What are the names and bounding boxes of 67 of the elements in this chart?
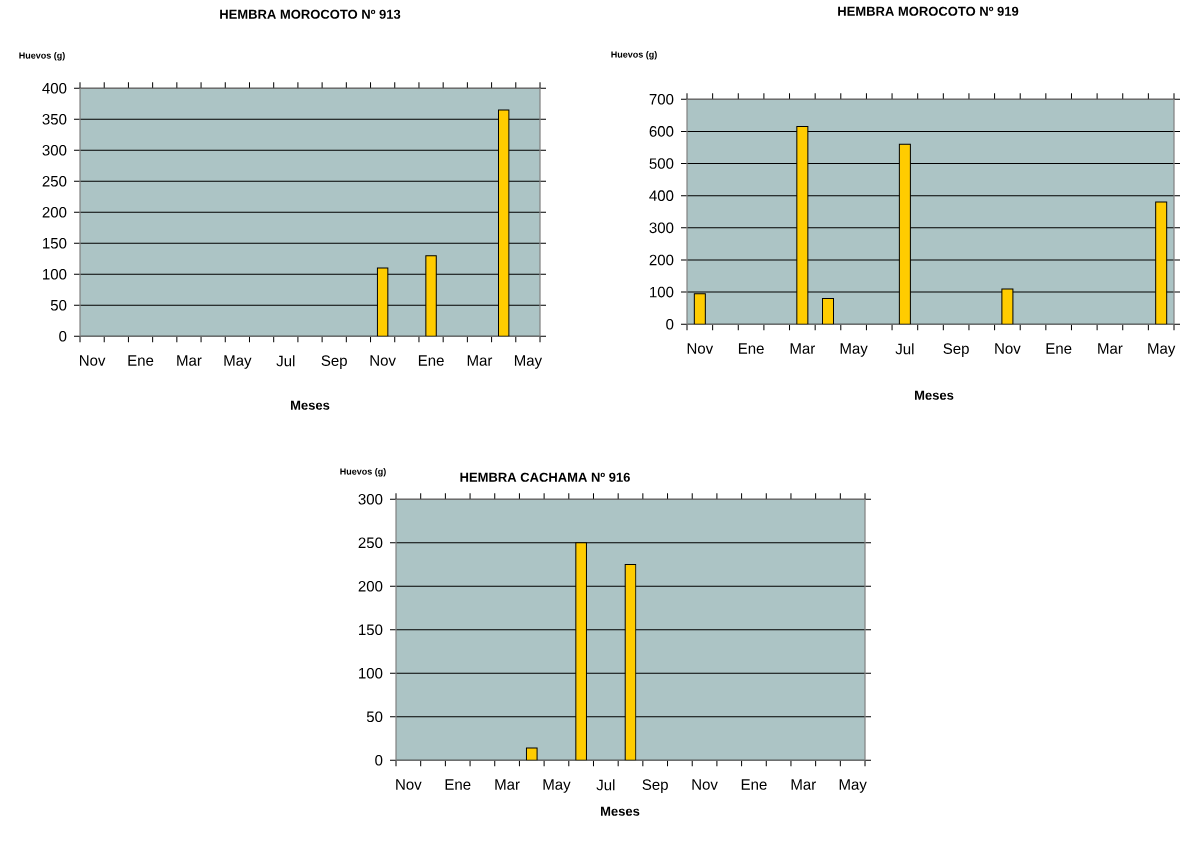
y-tick-label: 600 — [649, 125, 674, 137]
x-tick-label: Sep — [642, 779, 668, 793]
x-tick-label: Mar — [1098, 343, 1123, 354]
y-tick-label: 300 — [358, 493, 383, 505]
y-tick-label: 200 — [649, 254, 674, 266]
x-tick-label: Jul — [276, 355, 295, 367]
y-tick-label: 300 — [649, 222, 674, 234]
chart-title: HEMBRA MOROCOTO Nº 919 — [838, 6, 1019, 16]
y-axis-title: Huevos (g) — [19, 51, 65, 61]
y-tick-label: 50 — [366, 711, 383, 722]
x-tick-label: Ene — [741, 779, 767, 790]
x-tick-label: Ene — [738, 343, 764, 354]
x-tick-label: Ene — [1046, 343, 1072, 354]
x-tick-label: Nov — [80, 355, 106, 366]
x-tick-label: Nov — [692, 779, 718, 790]
bar — [1155, 201, 1168, 325]
y-tick-label: 100 — [359, 667, 383, 679]
x-tick-label: Mar — [177, 355, 202, 366]
y-tick-label: 250 — [42, 175, 67, 187]
y-tick-label: 150 — [43, 237, 67, 249]
x-tick-label: May — [543, 779, 571, 793]
x-tick-label: Mar — [467, 355, 493, 366]
y-tick-label: 50 — [50, 299, 67, 311]
x-tick-label: Mar — [791, 779, 816, 790]
y-tick-label: 400 — [42, 82, 67, 94]
x-tick-label: Mar — [495, 779, 520, 790]
y-tick-label: 150 — [359, 624, 383, 635]
chart-title: HEMBRA MOROCOTO Nº 913 — [220, 9, 401, 19]
x-tick-label: May — [840, 343, 868, 357]
x-axis-title: Meses — [601, 806, 640, 816]
y-tick-label: 250 — [358, 537, 383, 548]
x-tick-label: Ene — [418, 355, 444, 366]
x-tick-label: Jul — [596, 779, 615, 791]
y-tick-label: 350 — [42, 113, 67, 125]
x-tick-label: Ene — [445, 779, 471, 790]
x-axis-title: Meses — [915, 390, 954, 400]
y-tick-label: 700 — [649, 93, 674, 105]
x-tick-label: Jul — [895, 343, 914, 355]
y-tick-label: 100 — [650, 286, 674, 298]
bar — [898, 143, 911, 325]
y-tick-label: 0 — [59, 330, 67, 342]
x-tick-label: May — [1148, 343, 1176, 357]
y-tick-label: 100 — [43, 268, 67, 280]
x-tick-label: Nov — [370, 355, 396, 366]
y-axis-title: Huevos (g) — [340, 467, 386, 477]
x-tick-label: May — [839, 779, 867, 793]
x-tick-label: Sep — [321, 355, 347, 369]
x-tick-label: May — [514, 355, 543, 369]
y-tick-label: 200 — [358, 580, 383, 592]
y-tick-label: 300 — [42, 144, 67, 156]
x-tick-label: Nov — [687, 343, 714, 354]
x-tick-label: Nov — [995, 343, 1021, 354]
x-tick-label: Nov — [396, 779, 422, 790]
y-axis-title: Huevos (g) — [611, 50, 657, 60]
y-tick-label: 0 — [375, 754, 383, 766]
x-tick-label: Mar — [790, 343, 815, 354]
x-tick-label: Ene — [128, 355, 154, 366]
x-tick-label: Sep — [943, 343, 969, 357]
y-tick-label: 0 — [666, 318, 674, 330]
y-tick-label: 200 — [42, 206, 67, 218]
bar — [575, 542, 587, 761]
x-axis-title: Meses — [291, 400, 330, 410]
y-tick-label: 500 — [649, 158, 674, 169]
bar — [796, 125, 809, 325]
x-tick-label: May — [224, 355, 252, 369]
chart-title: HEMBRA CACHAMA Nº 916 — [460, 472, 630, 482]
y-tick-label: 400 — [649, 190, 674, 201]
